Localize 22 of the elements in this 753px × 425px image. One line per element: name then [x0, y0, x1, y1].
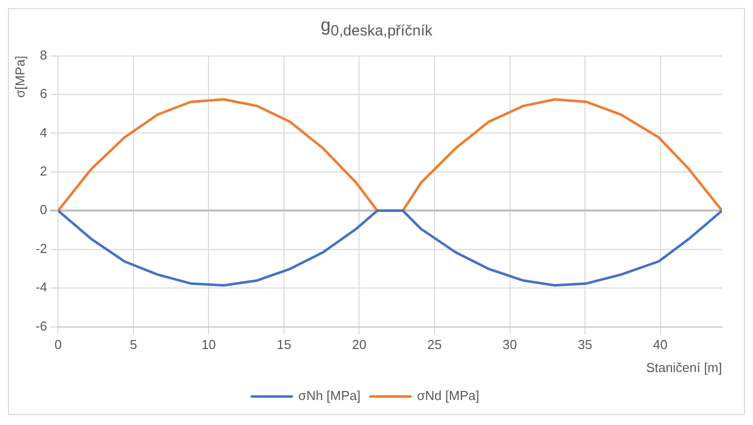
x-tick-label: 15	[276, 337, 292, 352]
y-tick-label: -2	[36, 240, 48, 256]
y-tick-label: -4	[36, 280, 48, 295]
legend-label: σNd [MPa]	[417, 388, 480, 404]
y-tick-label: 0	[40, 202, 48, 218]
x-tick-label: 30	[502, 337, 517, 352]
y-axis-title: σ[MPa]	[12, 56, 28, 98]
y-tick-label: 8	[40, 47, 48, 62]
legend-label: σNh [MPa]	[298, 388, 361, 404]
x-tick-label: 5	[130, 337, 138, 352]
y-tick-label: -6	[36, 318, 48, 334]
y-tick-label: 2	[40, 164, 48, 179]
y-tick-label: 6	[40, 86, 48, 102]
x-tick-label: 0	[54, 337, 62, 352]
x-tick-label: 25	[427, 337, 442, 352]
chart-title: g$_{0,deska,příčník}$	[320, 14, 434, 42]
x-tick-label: 40	[653, 337, 668, 352]
x-tick-label: 35	[578, 337, 592, 352]
x-axis-title: Staničení [m]	[646, 360, 722, 375]
y-tick-label: 4	[40, 124, 48, 140]
x-tick-label: 10	[201, 337, 216, 352]
x-tick-label: 20	[352, 337, 366, 352]
